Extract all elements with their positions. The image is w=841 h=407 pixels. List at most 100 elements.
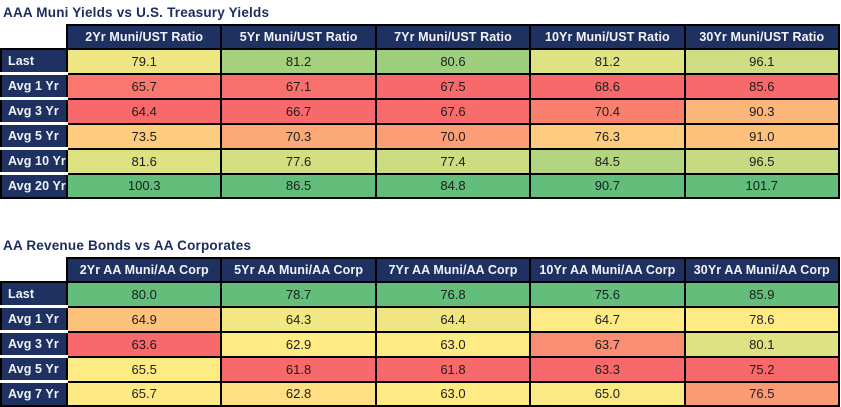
- column-header: 7Yr Muni/UST Ratio: [374, 24, 532, 50]
- value-cell: 81.2: [529, 48, 686, 75]
- row-label: Avg 7 Yr: [0, 380, 68, 407]
- header-row: 2Yr AA Muni/AA Corp 5Yr AA Muni/AA Corp 7Y…: [1, 257, 841, 283]
- column-header: 2Yr AA Muni/AA Corp: [65, 257, 223, 283]
- table-body: Last 79.1 81.2 80.6 81.2 96.1 Avg 1 Yr 65.7 67.1…: [0, 48, 841, 199]
- value-cell: 65.7: [65, 380, 223, 407]
- table-row: Last 80.0 78.7 76.8 75.6 85.9: [0, 281, 841, 308]
- value-cell: 90.7: [529, 172, 686, 199]
- muni-vs-corporates-heatmap-table: 2Yr AA Muni/AA Corp 5Yr AA Muni/AA Corp 7Y…: [0, 257, 841, 407]
- column-header: 10Yr Muni/UST Ratio: [529, 24, 686, 50]
- corner-cell: [1, 258, 67, 282]
- value-cell: 76.8: [374, 281, 532, 308]
- value-cell: 64.4: [374, 305, 532, 333]
- row-label: Avg 3 Yr: [0, 330, 68, 358]
- value-cell: 84.5: [529, 147, 686, 175]
- table-row: Avg 1 Yr 64.9 64.3 64.4 64.7 78.6: [0, 305, 841, 333]
- table-row: Avg 10 Yr 81.6 77.6 77.4 84.5 96.5: [0, 147, 841, 175]
- value-cell: 62.9: [220, 330, 377, 358]
- column-header: 2Yr Muni/UST Ratio: [65, 24, 223, 50]
- table-row: Last 79.1 81.2 80.6 81.2 96.1: [0, 48, 841, 75]
- value-cell: 61.8: [220, 355, 377, 383]
- row-label: Avg 10 Yr: [0, 147, 68, 175]
- table-body: Last 80.0 78.7 76.8 75.6 85.9 Avg 1 Yr 64.9 64.3…: [0, 281, 841, 407]
- row-label: Avg 20 Yr: [0, 172, 68, 199]
- row-label: Avg 3 Yr: [0, 97, 68, 125]
- value-cell: 101.7: [683, 172, 841, 199]
- table-section-muni-vs-corporates: AA Revenue Bonds vs AA Corporates 2Yr AA…: [0, 233, 841, 407]
- row-label: Avg 1 Yr: [0, 305, 68, 333]
- table-row: Avg 3 Yr 63.6 62.9 63.0 63.7 80.1: [0, 330, 841, 358]
- value-cell: 85.6: [683, 72, 841, 100]
- value-cell: 63.7: [529, 330, 686, 358]
- value-cell: 91.0: [683, 122, 841, 150]
- table-row: Avg 7 Yr 65.7 62.8 63.0 65.0 76.5: [0, 380, 841, 407]
- column-header: 5Yr Muni/UST Ratio: [220, 24, 377, 50]
- table-head: 2Yr Muni/UST Ratio 5Yr Muni/UST Ratio 7Yr …: [1, 24, 841, 50]
- value-cell: 96.1: [683, 48, 841, 75]
- row-label: Avg 5 Yr: [0, 355, 68, 383]
- value-cell: 67.6: [374, 97, 532, 125]
- row-label: Avg 5 Yr: [0, 122, 68, 150]
- table-row: Avg 3 Yr 64.4 66.7 67.6 70.4 90.3: [0, 97, 841, 125]
- corner-cell: [1, 25, 67, 49]
- table-head: 2Yr AA Muni/AA Corp 5Yr AA Muni/AA Corp 7Y…: [1, 257, 841, 283]
- value-cell: 80.0: [65, 281, 223, 308]
- value-cell: 90.3: [683, 97, 841, 125]
- table-title-muni-vs-treasury: AAA Muni Yields vs U.S. Treasury Yields: [3, 5, 270, 20]
- table-row: Avg 20 Yr 100.3 86.5 84.8 90.7 101.7: [0, 172, 841, 199]
- value-cell: 75.6: [529, 281, 686, 308]
- value-cell: 77.6: [220, 147, 377, 175]
- value-cell: 86.5: [220, 172, 377, 199]
- value-cell: 79.1: [65, 48, 223, 75]
- value-cell: 96.5: [683, 147, 841, 175]
- value-cell: 67.1: [220, 72, 377, 100]
- value-cell: 64.7: [529, 305, 686, 333]
- value-cell: 66.7: [220, 97, 377, 125]
- row-label: Last: [0, 48, 68, 75]
- value-cell: 68.6: [529, 72, 686, 100]
- value-cell: 77.4: [374, 147, 532, 175]
- value-cell: 76.3: [529, 122, 686, 150]
- header-row: 2Yr Muni/UST Ratio 5Yr Muni/UST Ratio 7Yr …: [1, 24, 841, 50]
- value-cell: 63.3: [529, 355, 686, 383]
- value-cell: 80.1: [683, 330, 841, 358]
- value-cell: 70.3: [220, 122, 377, 150]
- value-cell: 76.5: [683, 380, 841, 407]
- value-cell: 70.0: [374, 122, 532, 150]
- column-header: 5Yr AA Muni/AA Corp: [220, 257, 377, 283]
- value-cell: 81.2: [220, 48, 377, 75]
- table-title-muni-vs-corporates: AA Revenue Bonds vs AA Corporates: [3, 238, 252, 253]
- value-cell: 75.2: [683, 355, 841, 383]
- value-cell: 65.0: [529, 380, 686, 407]
- value-cell: 65.7: [65, 72, 223, 100]
- value-cell: 84.8: [374, 172, 532, 199]
- value-cell: 78.6: [683, 305, 841, 333]
- value-cell: 78.7: [220, 281, 377, 308]
- value-cell: 80.6: [374, 48, 532, 75]
- table-row: Avg 1 Yr 65.7 67.1 67.5 68.6 85.6: [0, 72, 841, 100]
- column-header: 7Yr AA Muni/AA Corp: [374, 257, 532, 283]
- value-cell: 63.0: [374, 330, 532, 358]
- table-row: Avg 5 Yr 65.5 61.8 61.8 63.3 75.2: [0, 355, 841, 383]
- column-header: 30Yr Muni/UST Ratio: [683, 24, 841, 50]
- value-cell: 85.9: [683, 281, 841, 308]
- row-label: Avg 1 Yr: [0, 72, 68, 100]
- value-cell: 65.5: [65, 355, 223, 383]
- table-section-muni-vs-treasury: AAA Muni Yields vs U.S. Treasury Yields …: [0, 0, 841, 199]
- value-cell: 100.3: [65, 172, 223, 199]
- value-cell: 63.0: [374, 380, 532, 407]
- value-cell: 64.9: [65, 305, 223, 333]
- muni-vs-treasury-heatmap-table: 2Yr Muni/UST Ratio 5Yr Muni/UST Ratio 7Yr …: [0, 24, 841, 199]
- value-cell: 64.3: [220, 305, 377, 333]
- value-cell: 62.8: [220, 380, 377, 407]
- value-cell: 63.6: [65, 330, 223, 358]
- value-cell: 81.6: [65, 147, 223, 175]
- row-label: Last: [0, 281, 68, 308]
- value-cell: 70.4: [529, 97, 686, 125]
- value-cell: 61.8: [374, 355, 532, 383]
- value-cell: 73.5: [65, 122, 223, 150]
- table-row: Avg 5 Yr 73.5 70.3 70.0 76.3 91.0: [0, 122, 841, 150]
- column-header: 10Yr AA Muni/AA Corp: [529, 257, 686, 283]
- column-header: 30Yr AA Muni/AA Corp: [683, 257, 841, 283]
